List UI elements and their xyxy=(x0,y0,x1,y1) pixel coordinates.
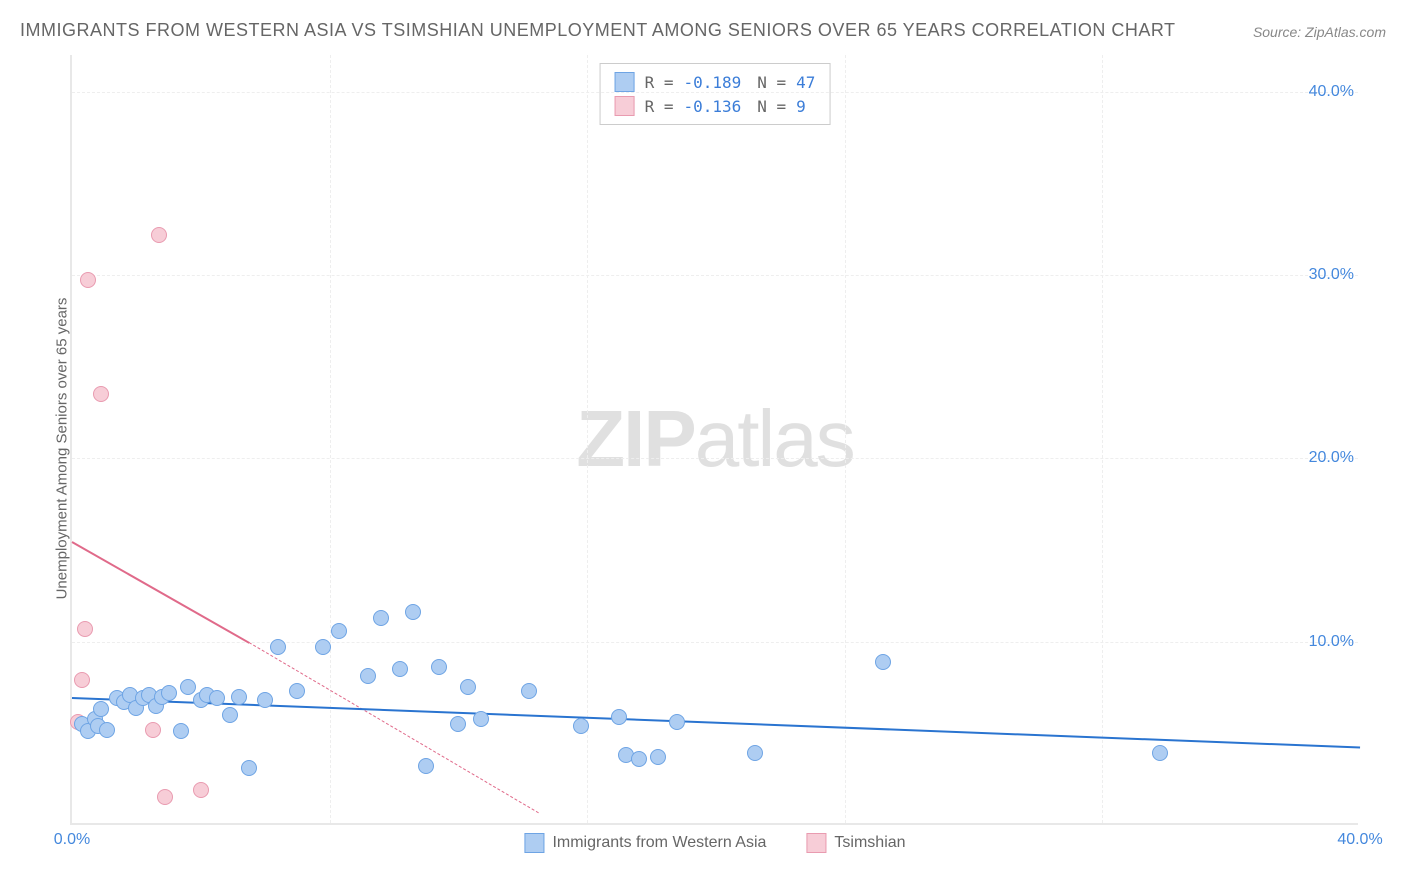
plot-area: ZIPatlas R =-0.189N =47R =-0.136N = 9 Im… xyxy=(70,55,1358,825)
correlation-legend: R = -0.189 N = 47 R = -0.136 N = 9 xyxy=(600,63,831,125)
y-tick-label: 30.0% xyxy=(1309,266,1354,284)
data-point-tsimshian xyxy=(145,722,161,738)
data-point-western-asia xyxy=(460,679,476,695)
data-point-western-asia xyxy=(360,668,376,684)
data-point-tsimshian xyxy=(77,621,93,637)
data-point-western-asia xyxy=(99,722,115,738)
watermark: ZIPatlas xyxy=(576,393,853,485)
data-point-western-asia xyxy=(405,604,421,620)
source-label: Source: ZipAtlas.com xyxy=(1253,24,1386,40)
chart-title: IMMIGRANTS FROM WESTERN ASIA VS TSIMSHIA… xyxy=(20,20,1176,41)
data-point-western-asia xyxy=(521,683,537,699)
gridline-v xyxy=(587,55,588,823)
data-point-western-asia xyxy=(450,716,466,732)
legend-r-value: -0.189 xyxy=(683,73,741,92)
legend-swatch xyxy=(806,833,826,853)
y-tick-label: 40.0% xyxy=(1309,83,1354,101)
data-point-western-asia xyxy=(373,610,389,626)
data-point-western-asia xyxy=(650,749,666,765)
legend-n-label: N = xyxy=(757,97,786,116)
legend-n-value: 47 xyxy=(796,73,815,92)
data-point-western-asia xyxy=(392,661,408,677)
data-point-western-asia xyxy=(875,654,891,670)
gridline-v xyxy=(845,55,846,823)
y-tick-label: 20.0% xyxy=(1309,449,1354,467)
x-tick-label: 0.0% xyxy=(54,831,90,849)
legend-n-label: N = xyxy=(757,73,786,92)
data-point-western-asia xyxy=(161,685,177,701)
data-point-western-asia xyxy=(1152,745,1168,761)
data-point-western-asia xyxy=(209,690,225,706)
legend-r-label: R = xyxy=(645,73,674,92)
y-tick-label: 10.0% xyxy=(1309,633,1354,651)
legend-item: Tsimshian xyxy=(806,833,905,853)
data-point-western-asia xyxy=(669,714,685,730)
legend-r-value: -0.136 xyxy=(683,97,741,116)
data-point-western-asia xyxy=(631,751,647,767)
legend-swatch xyxy=(615,72,635,92)
legend-r-label: R = xyxy=(645,97,674,116)
data-point-western-asia xyxy=(257,692,273,708)
gridline-h xyxy=(72,642,1358,643)
legend-swatch xyxy=(524,833,544,853)
data-point-western-asia xyxy=(289,683,305,699)
data-point-western-asia xyxy=(573,718,589,734)
series-legend: Immigrants from Western Asia Tsimshian xyxy=(524,833,905,853)
data-point-western-asia xyxy=(611,709,627,725)
legend-row: R = -0.136 N = 9 xyxy=(615,94,816,118)
legend-n-value: 9 xyxy=(796,97,806,116)
data-point-tsimshian xyxy=(157,789,173,805)
y-axis-label: Unemployment Among Seniors over 65 years xyxy=(54,298,71,600)
data-point-western-asia xyxy=(180,679,196,695)
legend-item: Immigrants from Western Asia xyxy=(524,833,766,853)
data-point-western-asia xyxy=(270,639,286,655)
gridline-v xyxy=(1102,55,1103,823)
legend-label: Immigrants from Western Asia xyxy=(552,834,766,852)
data-point-western-asia xyxy=(431,659,447,675)
legend-label: Tsimshian xyxy=(834,834,905,852)
data-point-western-asia xyxy=(222,707,238,723)
data-point-western-asia xyxy=(473,711,489,727)
data-point-tsimshian xyxy=(151,227,167,243)
data-point-western-asia xyxy=(747,745,763,761)
data-point-western-asia xyxy=(173,723,189,739)
x-tick-label: 40.0% xyxy=(1337,831,1382,849)
trend-line xyxy=(72,541,250,644)
data-point-western-asia xyxy=(418,758,434,774)
data-point-western-asia xyxy=(231,689,247,705)
legend-swatch xyxy=(615,96,635,116)
data-point-tsimshian xyxy=(80,272,96,288)
data-point-tsimshian xyxy=(193,782,209,798)
data-point-western-asia xyxy=(331,623,347,639)
gridline-h xyxy=(72,458,1358,459)
data-point-western-asia xyxy=(241,760,257,776)
gridline-h xyxy=(72,92,1358,93)
chart-area: Unemployment Among Seniors over 65 years… xyxy=(50,55,1370,825)
gridline-h xyxy=(72,275,1358,276)
data-point-western-asia xyxy=(315,639,331,655)
legend-row: R = -0.189 N = 47 xyxy=(615,70,816,94)
data-point-tsimshian xyxy=(93,386,109,402)
data-point-tsimshian xyxy=(74,672,90,688)
data-point-western-asia xyxy=(93,701,109,717)
